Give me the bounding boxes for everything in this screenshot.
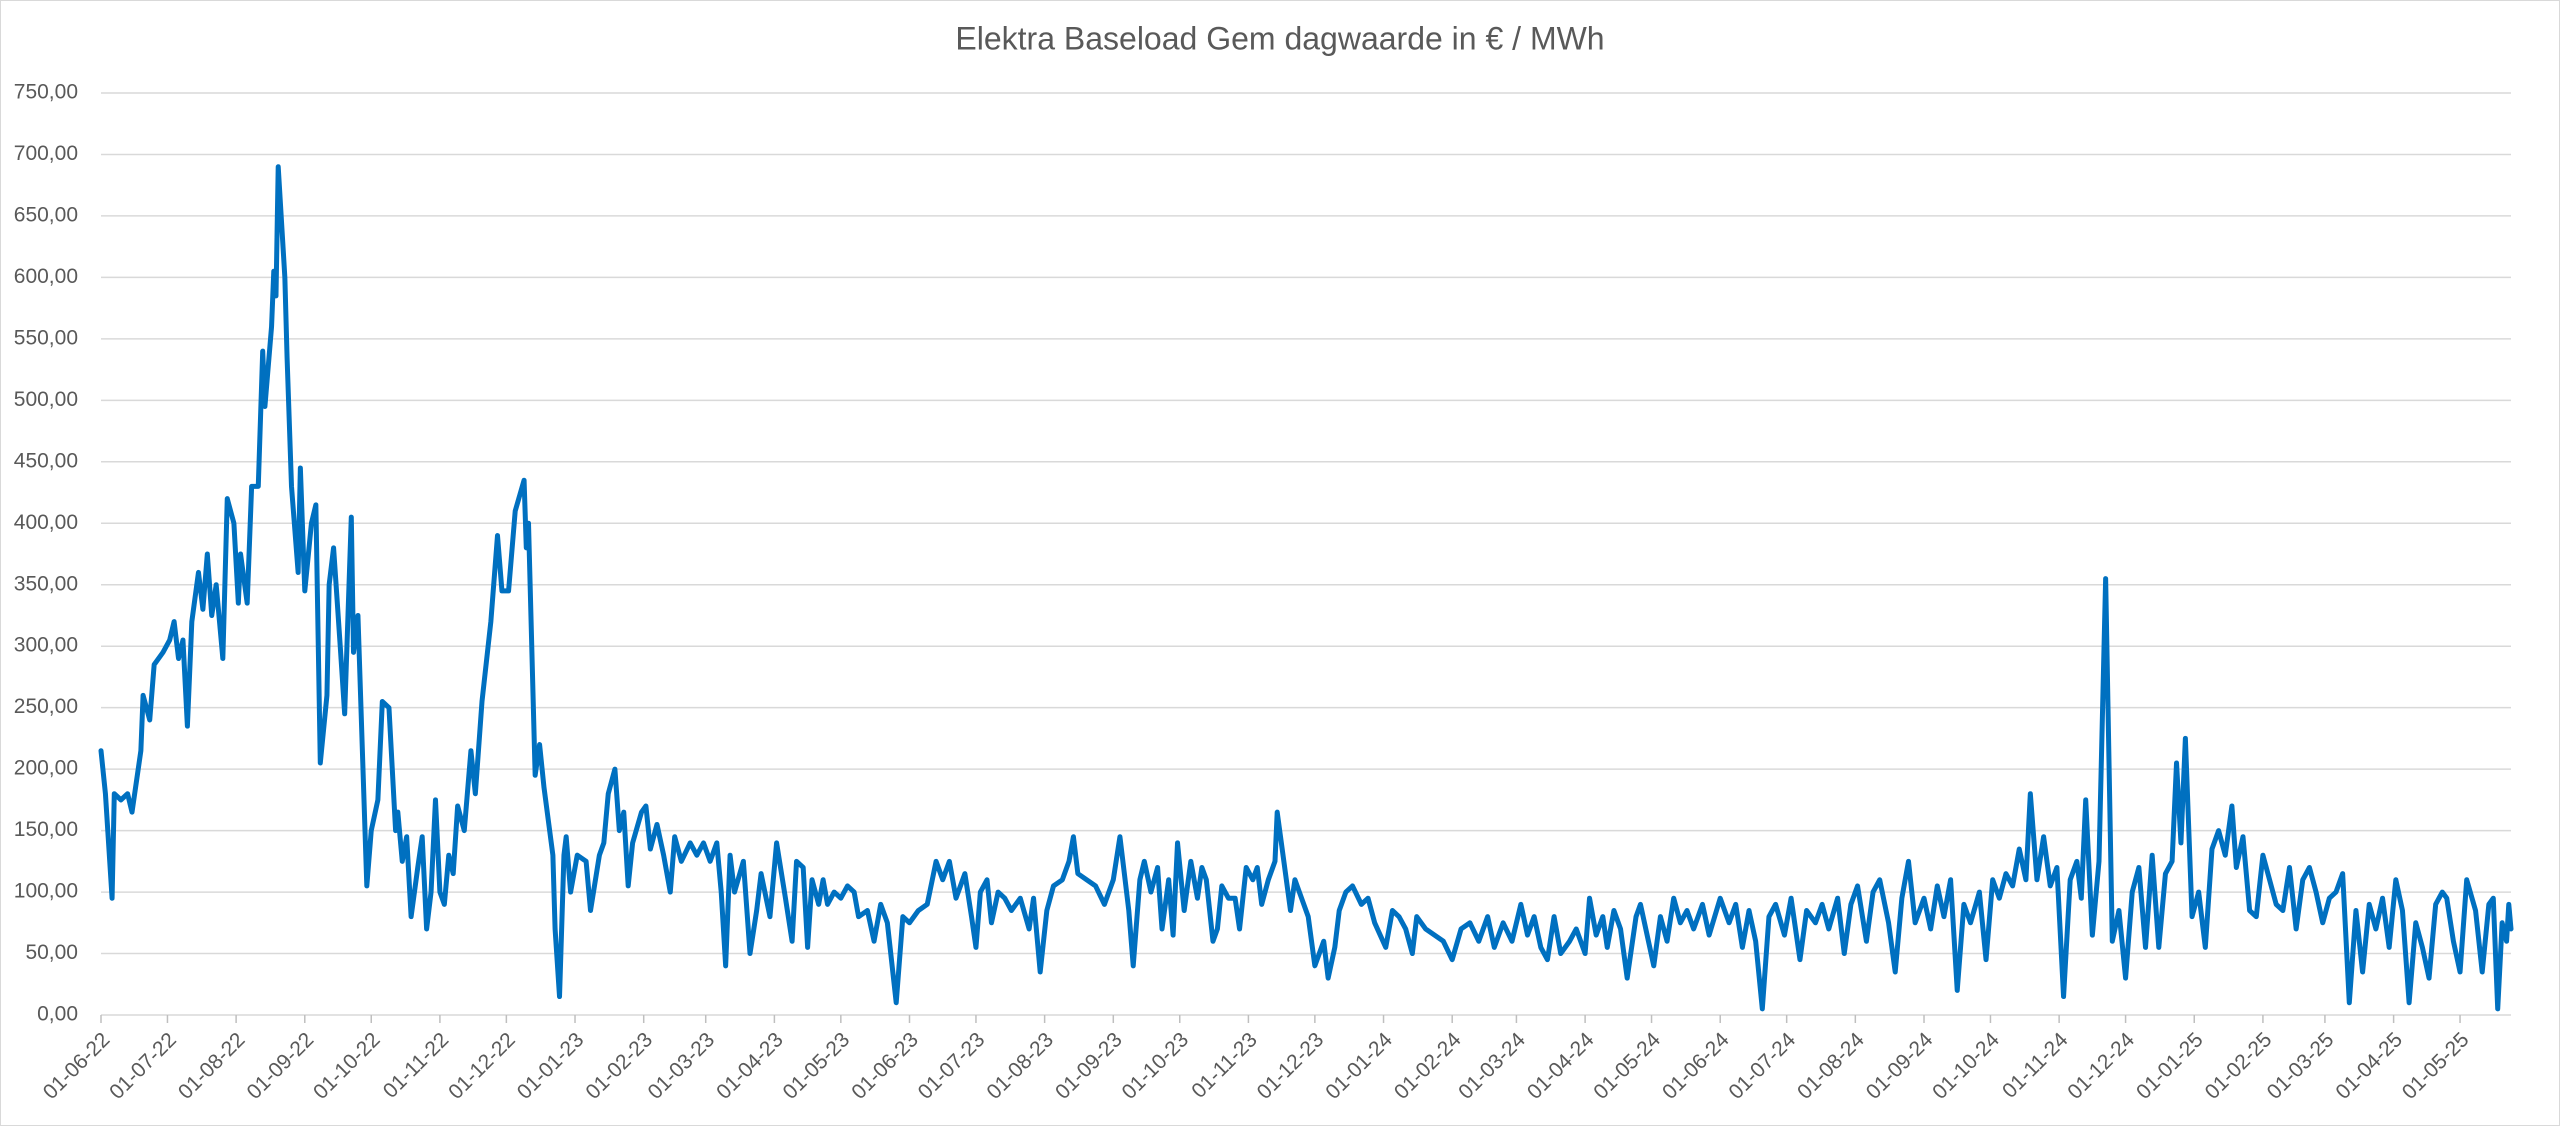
y-tick-label: 600,00 — [14, 265, 78, 288]
data-line — [98, 164, 2514, 1012]
y-tick-label: 50,00 — [25, 941, 78, 964]
y-tick-label: 500,00 — [14, 388, 78, 411]
y-tick-label: 150,00 — [14, 818, 78, 841]
y-tick-label: 250,00 — [14, 695, 78, 718]
y-tick-label: 300,00 — [14, 634, 78, 657]
y-tick-label: 0,00 — [37, 1003, 78, 1026]
y-tick-label: 200,00 — [14, 757, 78, 780]
y-tick-label: 550,00 — [14, 326, 78, 349]
chart-title: Elektra Baseload Gem dagwaarde in € / MW… — [955, 20, 1604, 56]
y-tick-label: 400,00 — [14, 511, 78, 534]
y-tick-label: 700,00 — [14, 142, 78, 165]
y-tick-label: 450,00 — [14, 449, 78, 472]
y-tick-label: 750,00 — [14, 81, 78, 104]
y-tick-label: 100,00 — [14, 880, 78, 903]
y-tick-label: 650,00 — [14, 203, 78, 226]
y-tick-label: 350,00 — [14, 572, 78, 595]
